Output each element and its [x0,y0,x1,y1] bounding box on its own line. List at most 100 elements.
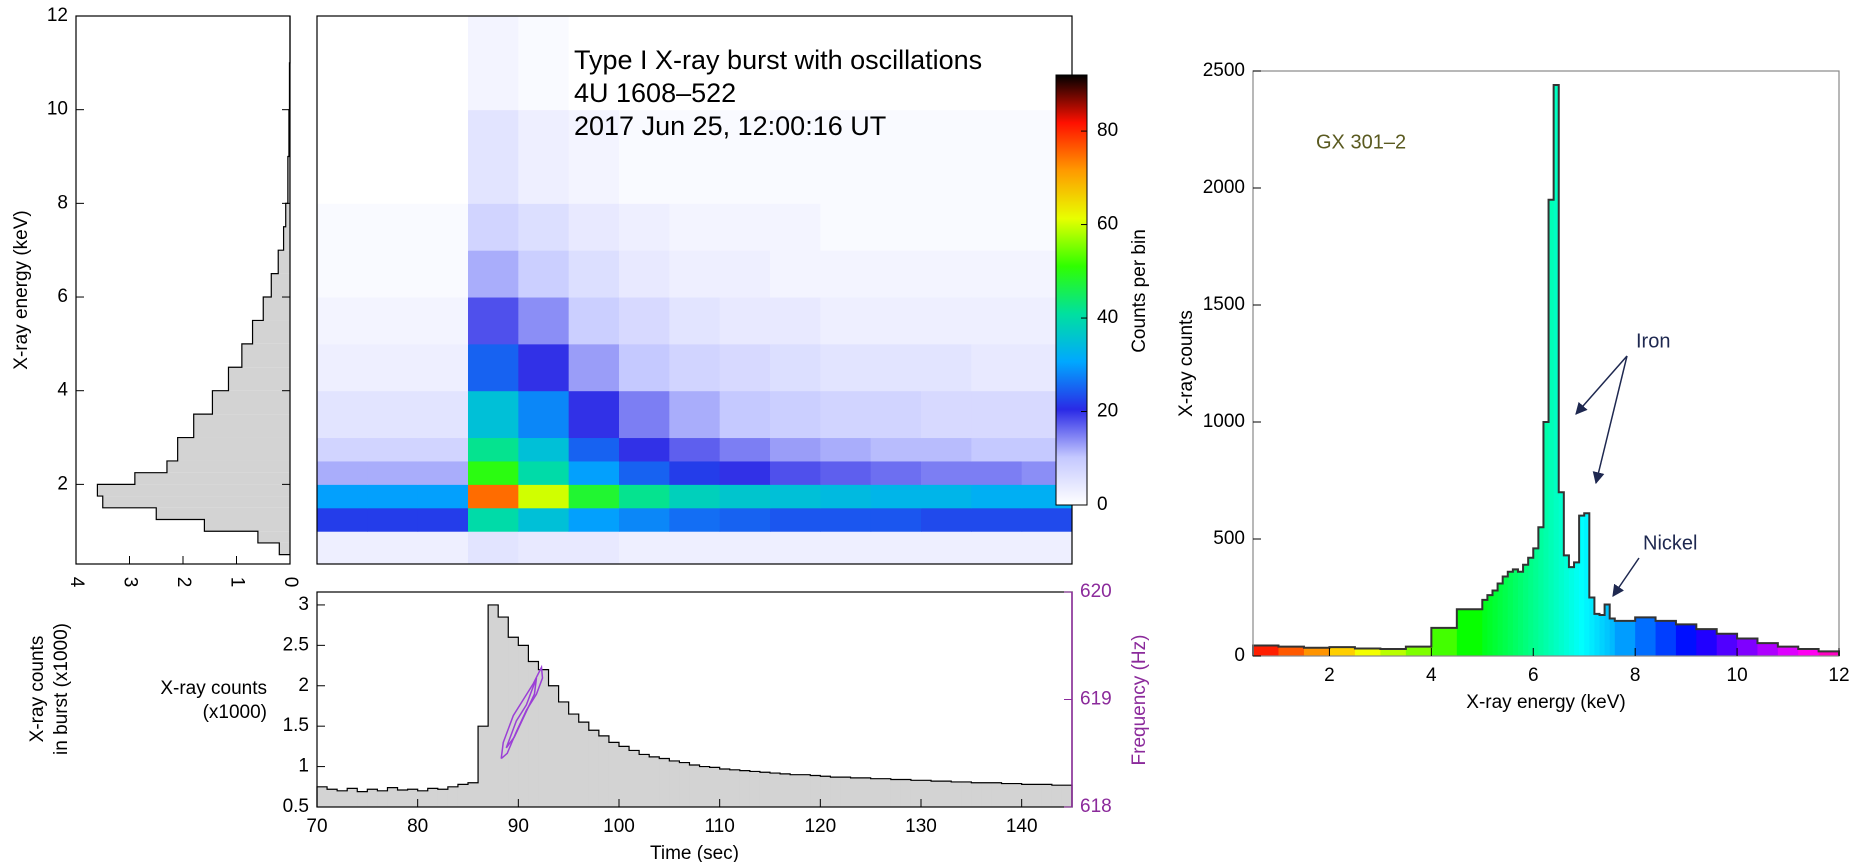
y-tick-label: 1 [298,756,309,777]
bar [870,778,882,807]
heat-cell [417,437,469,462]
heat-cell [468,203,519,251]
heat-cell [820,297,872,345]
bar [1609,618,1616,656]
heat-cell [367,109,419,204]
annotation: Iron [1636,330,1670,352]
heat-cell [468,484,519,509]
heat-cell [568,343,620,392]
bar [257,531,290,543]
x-tick-label: 4 [66,577,87,588]
bar [271,273,290,298]
heat-cell [669,390,721,439]
heat-cell [820,203,872,251]
chart-title: Type I X-ray burst with oscillations [574,45,982,75]
bar [1303,647,1330,656]
heat-cell [417,484,469,509]
x-tick-label: 0 [280,577,301,588]
heat-cell [921,507,972,532]
x-tick-label: 2 [1324,665,1335,686]
bar [1492,590,1498,656]
y-axis-label: X-ray counts [160,678,267,699]
bar [1041,784,1053,807]
bar [1696,629,1718,656]
bar [1011,783,1023,807]
heat-cell [719,203,771,251]
heat-cell [417,531,469,565]
heat-cell [619,531,670,565]
frame [1252,70,1840,657]
heat-cell [770,343,821,392]
heat-cell [619,437,670,462]
heat-cell [921,343,972,392]
x-tick-label: 10 [1727,665,1748,686]
bar [1655,620,1677,656]
heat-cell [669,531,721,565]
heat-cell [568,297,620,345]
heat-cell [921,203,972,251]
chart-title: 4U 1608–522 [574,78,736,108]
heat-cell [518,203,570,251]
bar [1253,645,1279,656]
heat-cell [1021,531,1073,565]
heat-cell [367,343,419,392]
chart-title: 2017 Jun 25, 12:00:16 UT [574,111,886,141]
heat-cell [921,531,972,565]
heat-cell [518,484,570,509]
heat-cell [417,109,469,204]
x-tick-label: 70 [306,816,327,837]
heat-cell [317,16,368,111]
bar [279,542,290,555]
heat-cell [921,484,972,509]
x-tick-label: 130 [905,816,937,837]
bar [588,730,600,807]
bar [278,250,290,274]
bar [860,777,872,807]
bar [1574,562,1580,656]
heat-cell [568,109,620,204]
heat-cell [669,250,721,298]
heat-cell [719,437,771,462]
bar [880,778,892,807]
heat-cell [518,16,570,111]
heat-cell [367,203,419,251]
bar [417,790,429,807]
bar [1777,646,1799,656]
bar [729,769,741,807]
heat-cell [921,437,972,462]
heat-cell [317,390,368,439]
y-tick-label: 2 [298,675,309,696]
bar [830,777,841,807]
bar [1579,515,1585,656]
colorbar-label: Counts per bin [1129,229,1150,353]
heat-cell [317,484,368,509]
heat-cell [568,531,620,565]
heat-cell [921,250,972,298]
heat-cell [971,109,1023,204]
heat-cell [921,460,972,485]
bar [1329,647,1356,656]
bar [1757,643,1779,656]
bar [263,297,290,321]
y-tick-label: 500 [1213,528,1245,549]
bar [921,780,932,807]
bar [1543,422,1549,656]
heat-cell [367,507,419,532]
bar [910,780,922,807]
heat-cell [367,16,419,111]
heat-cell [518,531,570,565]
heat-cell [770,484,821,509]
bar [689,764,700,807]
heat-cell [317,531,368,565]
y-tick-label: 0.5 [283,796,309,817]
colorbar-tick-label: 80 [1097,120,1118,141]
y-axis-label: (x1000) [203,702,267,723]
y-tick-label: 10 [47,99,68,120]
annotation: Nickel [1643,532,1697,554]
bar [749,771,761,807]
heat-cell [518,250,570,298]
heat-cell [468,390,519,439]
colorbar-tick-label: 0 [1097,494,1108,515]
heat-cell [669,437,721,462]
